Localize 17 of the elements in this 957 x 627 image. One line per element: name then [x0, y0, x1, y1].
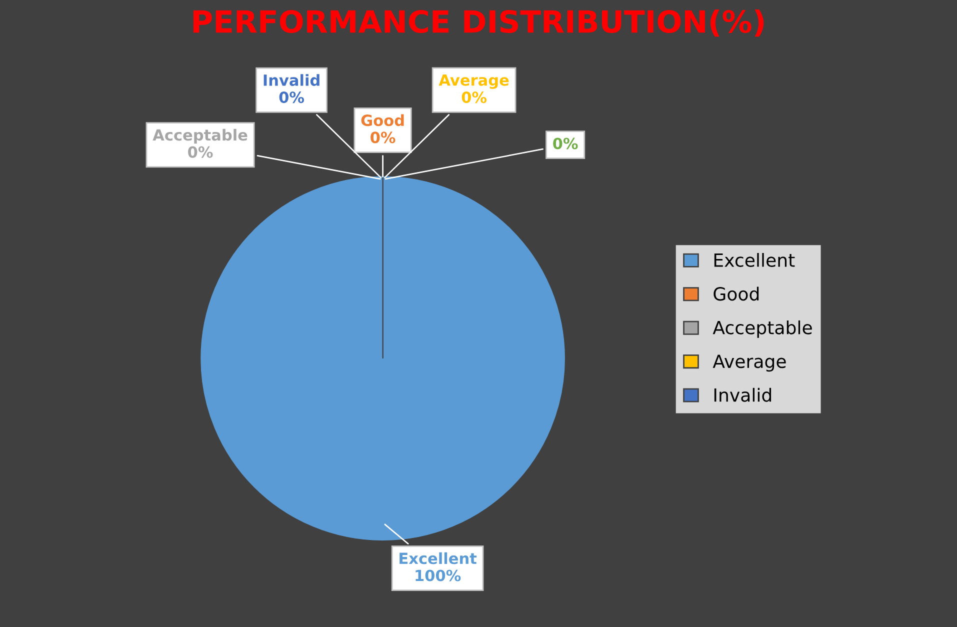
text: 0% [279, 92, 304, 104]
legend-label: Acceptable [712, 320, 812, 338]
data-label: 100% [416, 570, 461, 582]
legend-label: Good [714, 286, 759, 301]
category-label: Invalid [264, 74, 320, 86]
text: 0% [553, 138, 578, 150]
legend-label: Average [712, 354, 786, 372]
text: 0% [188, 146, 213, 158]
category-label: Average [438, 74, 509, 89]
legend-label: Invalid [714, 388, 772, 402]
category-label: Acceptable [152, 128, 248, 144]
slice-label: Excellent [400, 552, 477, 564]
text: 0% [370, 132, 396, 144]
legend-label: Excellent [714, 252, 795, 267]
text: 0% [462, 92, 487, 104]
category-label: Good [361, 114, 404, 126]
chart-title: PERFORMANCE DISTRIBUTION(%) [193, 9, 764, 37]
